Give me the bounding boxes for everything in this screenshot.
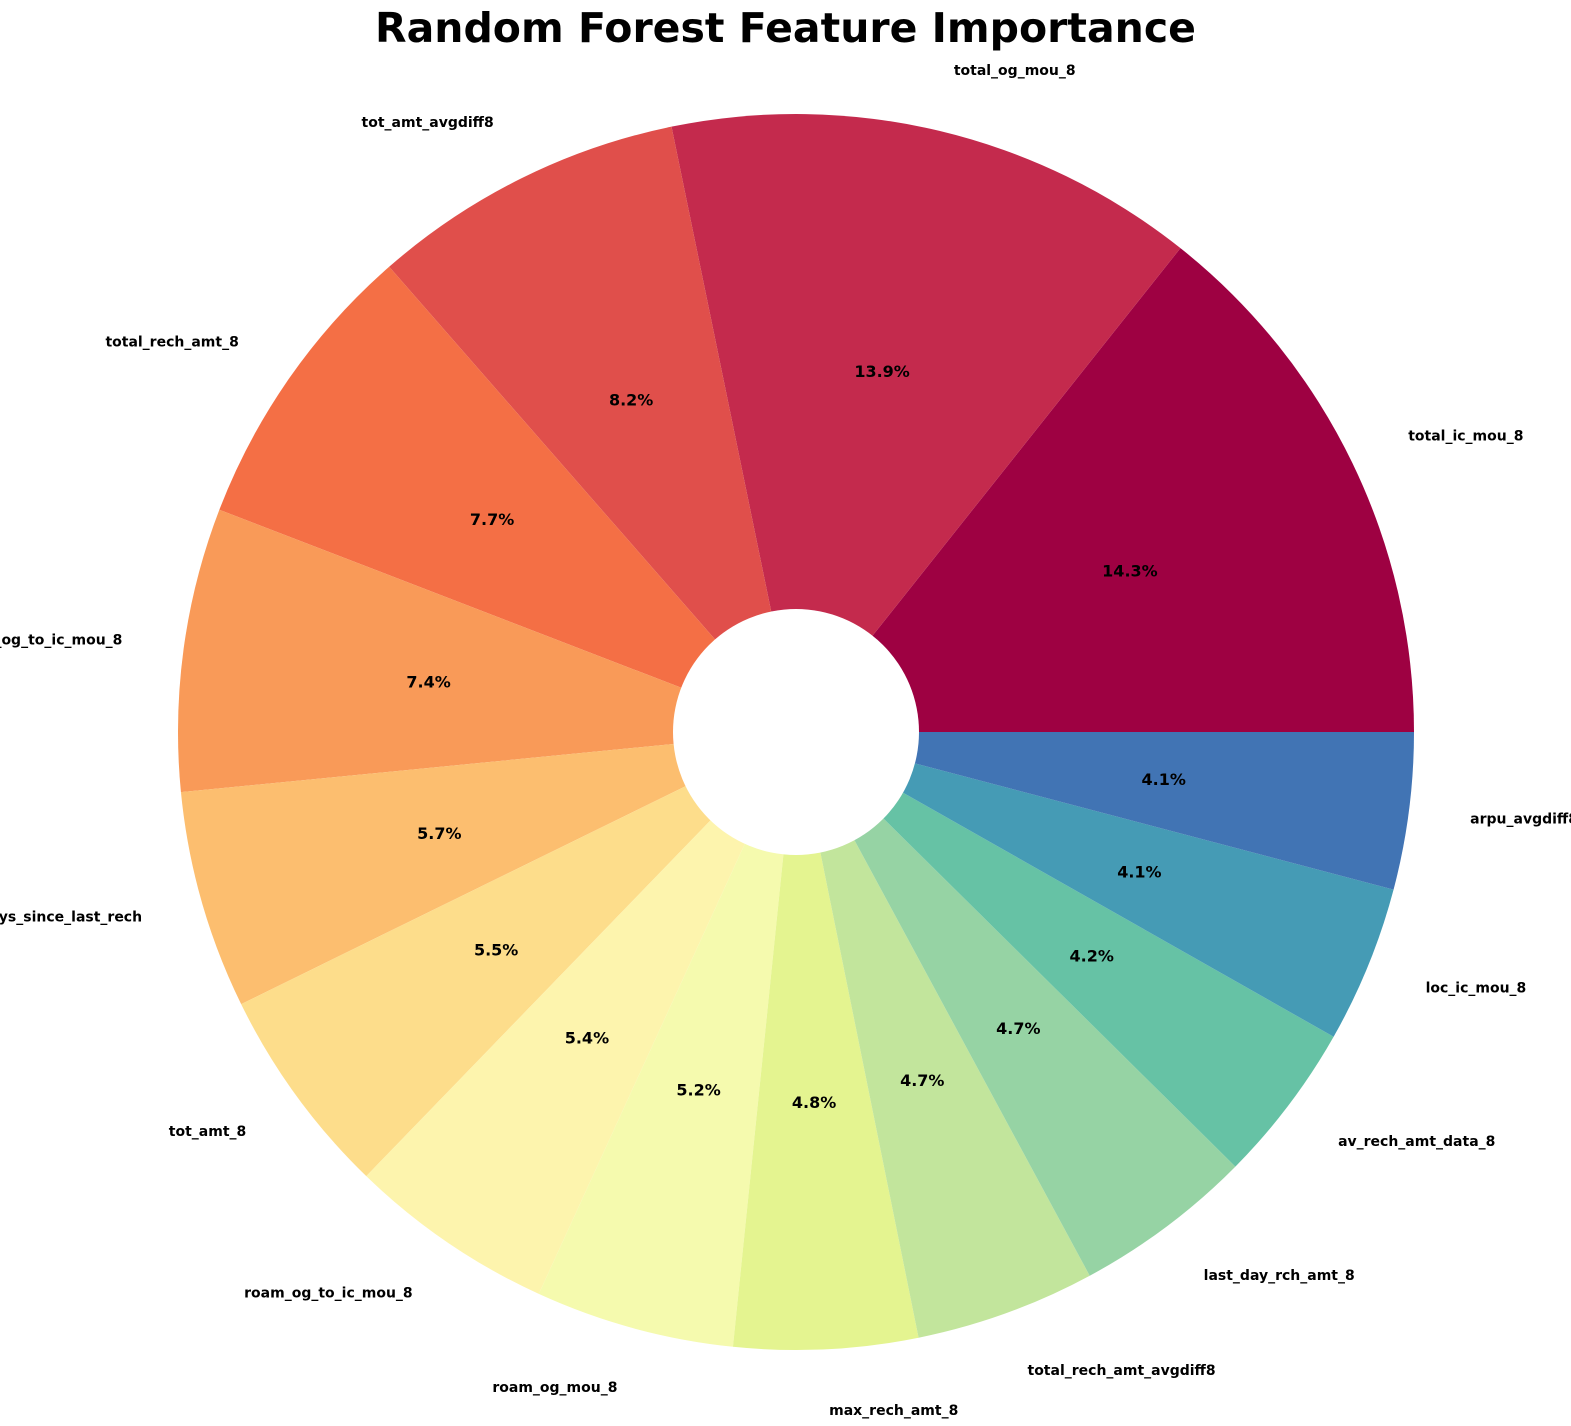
pie-slice-tot-og-to-ic-mou-8 — [178, 509, 797, 793]
slice-label-last-day-rch-amt-8: last_day_rch_amt_8 — [1204, 1268, 1355, 1284]
pie-slice-total-rech-amt-avgdiff8 — [796, 732, 1090, 1338]
pie-slice-days-since-last-rech — [180, 732, 796, 1005]
pie-slice-av-rech-amt-data-8 — [796, 732, 1334, 1167]
slice-label-arpu-avgdiff8: arpu_avgdiff8 — [1470, 811, 1571, 827]
pct-label-tot-amt-8: 5.5% — [474, 941, 518, 960]
slice-label-av-rech-amt-data-8: av_rech_amt_data_8 — [1338, 1134, 1495, 1150]
pct-label-last-day-rch-amt-8: 4.7% — [996, 1019, 1040, 1038]
pct-label-roam-og-mou-8: 5.2% — [676, 1080, 720, 1099]
pct-label-loc-ic-mou-8: 4.1% — [1117, 862, 1161, 881]
pct-label-max-rech-amt-8: 4.8% — [792, 1093, 836, 1112]
pct-label-total-og-mou-8: 13.9% — [854, 362, 910, 381]
slice-label-roam-og-to-ic-mou-8: roam_og_to_ic_mou_8 — [244, 1285, 413, 1301]
pct-label-roam-og-to-ic-mou-8: 5.4% — [565, 1029, 609, 1048]
labels-layer: 14.3% total_ic_mou_8 13.9% total_og_mou_8 8.… — [0, 63, 1571, 1419]
pct-label-total-rech-amt-avgdiff8: 4.7% — [900, 1071, 944, 1090]
pie-slice-total-rech-amt-8 — [219, 266, 797, 732]
pct-label-tot-amt-avgdiff8: 8.2% — [609, 390, 653, 409]
pie-slice-roam-og-mou-8 — [538, 732, 796, 1347]
slice-label-days-since-last-rech: days_since_last_rech — [0, 910, 142, 926]
slice-label-total-og-mou-8: total_og_mou_8 — [954, 63, 1076, 79]
pie-slice-total-og-mou-8 — [671, 114, 1181, 733]
pct-label-days-since-last-rech: 5.7% — [417, 824, 461, 843]
donut-hole — [673, 609, 919, 855]
slice-label-total-ic-mou-8: total_ic_mou_8 — [1408, 428, 1523, 444]
slice-label-total-rech-amt-8: total_rech_amt_8 — [105, 335, 238, 351]
slices-layer — [178, 114, 1414, 1351]
slice-label-total-rech-amt-avgdiff8: total_rech_amt_avgdiff8 — [1028, 1363, 1216, 1379]
pct-label-total-ic-mou-8: 14.3% — [1102, 561, 1158, 580]
pie-slice-max-rech-amt-8 — [732, 732, 919, 1351]
pct-label-tot-og-to-ic-mou-8: 7.4% — [406, 673, 450, 692]
slice-label-roam-og-mou-8: roam_og_mou_8 — [492, 1380, 617, 1396]
pie-slice-tot-amt-avgdiff8 — [389, 126, 796, 732]
pie-slice-total-ic-mou-8 — [796, 248, 1414, 732]
pct-label-total-rech-amt-8: 7.7% — [470, 510, 514, 529]
pie-slice-arpu-avgdiff8 — [796, 732, 1414, 890]
slice-label-loc-ic-mou-8: loc_ic_mou_8 — [1426, 980, 1527, 996]
slice-label-tot-amt-8: tot_amt_8 — [169, 1124, 246, 1140]
pct-label-arpu-avgdiff8: 4.1% — [1142, 770, 1186, 789]
slice-label-tot-og-to-ic-mou-8: tot_og_to_ic_mou_8 — [0, 632, 122, 648]
slice-label-tot-amt-avgdiff8: tot_amt_avgdiff8 — [362, 115, 494, 131]
slice-label-max-rech-amt-8: max_rech_amt_8 — [829, 1403, 958, 1419]
pie-slice-roam-og-to-ic-mou-8 — [366, 732, 796, 1294]
chart-title: Random Forest Feature Importance — [375, 4, 1196, 52]
pie-slice-tot-amt-8 — [241, 732, 796, 1177]
pie-slice-last-day-rch-amt-8 — [796, 732, 1236, 1276]
pct-label-av-rech-amt-data-8: 4.2% — [1069, 946, 1113, 965]
pie-slice-loc-ic-mou-8 — [796, 732, 1394, 1037]
